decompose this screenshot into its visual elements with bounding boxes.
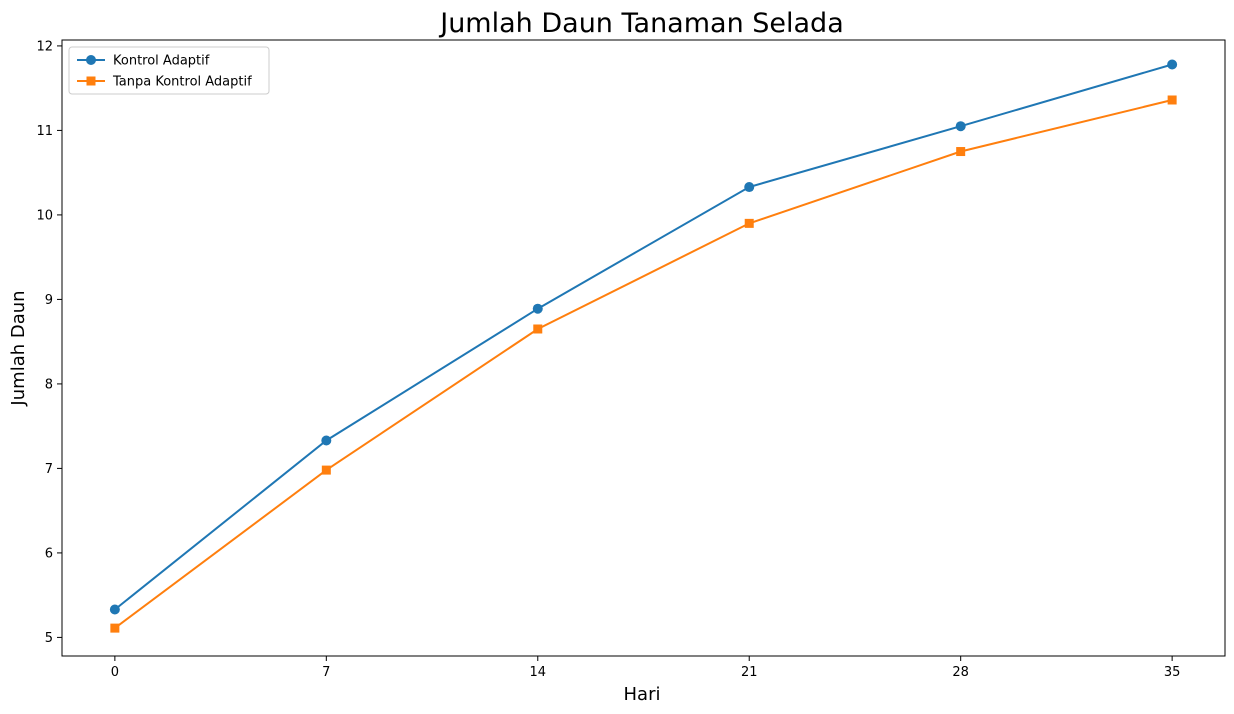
plot-frame	[61, 39, 1226, 657]
x-axis-label: Hari	[624, 684, 661, 705]
data-point	[744, 218, 754, 228]
y-tick-label: 12	[36, 39, 53, 54]
series-line-2	[114, 99, 1173, 629]
data-point	[1167, 59, 1178, 70]
x-tick-label: 21	[741, 665, 758, 680]
x-tick-label: 7	[322, 665, 330, 680]
legend: Kontrol Adaptif Tanpa Kontrol Adaptif	[68, 46, 270, 95]
data-point	[744, 182, 755, 193]
data-point	[321, 435, 332, 446]
legend-label-1: Kontrol Adaptif	[113, 54, 210, 69]
y-tick-label: 6	[45, 546, 53, 561]
data-point	[110, 623, 120, 633]
y-axis-label: Jumlah Daun	[8, 290, 29, 406]
series-line-1	[114, 63, 1173, 611]
y-tick-label: 9	[45, 293, 53, 308]
data-point	[533, 324, 543, 334]
x-tick-label: 35	[1164, 665, 1181, 680]
legend-marker-1	[86, 55, 96, 65]
y-tick-label: 7	[45, 462, 53, 477]
data-point	[955, 121, 966, 132]
y-tick-label: 5	[45, 631, 53, 646]
data-point	[109, 604, 120, 615]
data-point	[1167, 95, 1177, 105]
x-tick-label: 28	[952, 665, 969, 680]
chart-title: Jumlah Daun Tanaman Selada	[438, 8, 844, 39]
x-tick-label: 0	[111, 665, 119, 680]
y-tick-label: 11	[36, 124, 53, 139]
x-tick-label: 14	[529, 665, 546, 680]
y-tick-label: 10	[36, 208, 53, 223]
legend-marker-2	[86, 76, 96, 86]
legend-label-2: Tanpa Kontrol Adaptif	[112, 75, 252, 90]
y-tick-label: 8	[45, 377, 53, 392]
plot-area: 0 7 14 21 28 35 5 6 7 8 9 10 11 12	[36, 39, 1226, 680]
data-point	[532, 303, 543, 314]
data-point	[956, 147, 966, 157]
data-point	[321, 465, 331, 475]
legend-box	[68, 46, 270, 95]
